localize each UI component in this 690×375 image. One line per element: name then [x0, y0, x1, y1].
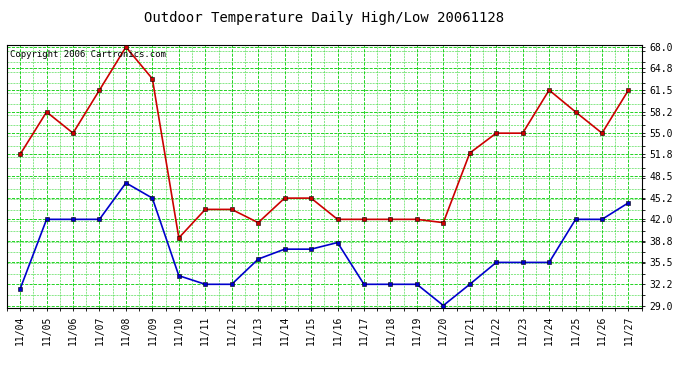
Text: Outdoor Temperature Daily High/Low 20061128: Outdoor Temperature Daily High/Low 20061… [144, 11, 504, 25]
Text: Copyright 2006 Cartronics.com: Copyright 2006 Cartronics.com [10, 50, 166, 59]
